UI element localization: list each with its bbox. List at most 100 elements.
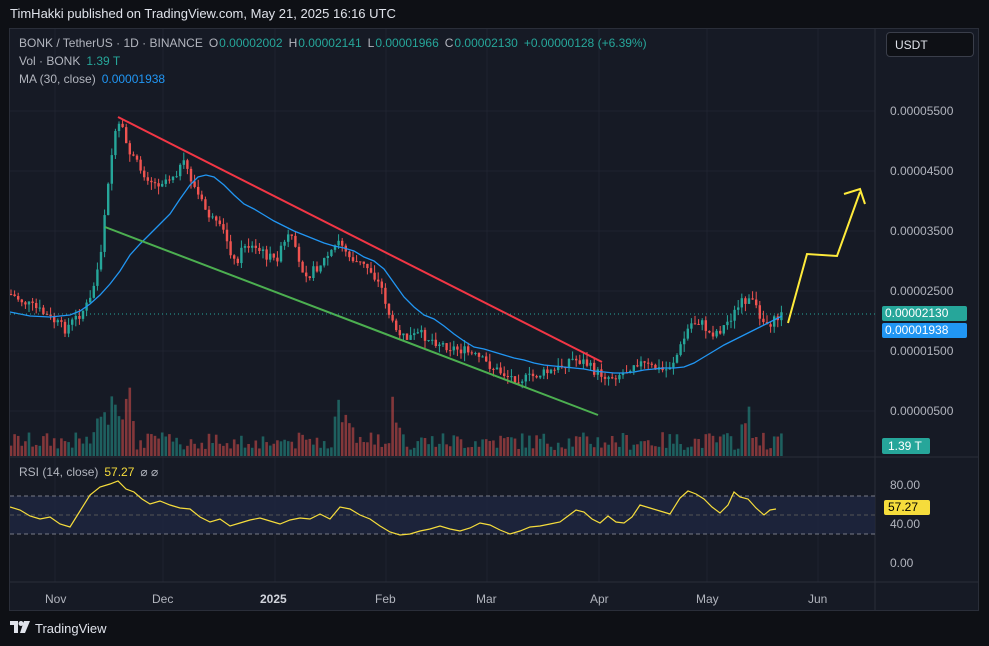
volume-bar: [495, 447, 499, 456]
candle-body: [189, 168, 193, 182]
candle-body: [582, 359, 585, 364]
volume-row: Vol · BONK 1.39 T: [19, 52, 647, 70]
volume-bar: [650, 445, 654, 456]
volume-bar: [373, 444, 376, 456]
volume-bar: [121, 419, 124, 456]
ma-label[interactable]: MA (30, close): [19, 72, 96, 86]
candle-body: [679, 344, 682, 355]
volume-bar: [571, 446, 574, 456]
volume-bar: [625, 435, 628, 456]
volume-bar: [175, 437, 178, 456]
candle-body: [146, 177, 149, 181]
rsi-label[interactable]: RSI (14, close): [19, 465, 99, 479]
currency-button[interactable]: USDT: [886, 32, 974, 57]
candle-body: [575, 358, 578, 361]
volume-bar: [301, 434, 304, 456]
chart-canvas[interactable]: [10, 29, 979, 611]
candle-body: [204, 199, 207, 210]
volume-bar: [567, 438, 571, 456]
volume-bar: [420, 437, 423, 456]
volume-bar: [225, 443, 229, 456]
volume-bar: [675, 434, 679, 456]
candle-body: [186, 160, 189, 169]
candle-body: [503, 373, 506, 377]
volume-bar: [744, 423, 747, 456]
candle-body: [603, 376, 607, 379]
volume-bar: [391, 396, 394, 456]
candle-body: [315, 266, 319, 272]
candle-body: [391, 314, 394, 321]
change-value: +0.00000128 (+6.39%): [523, 36, 647, 50]
candle-body: [143, 170, 146, 178]
candle-body: [402, 333, 405, 336]
volume-bar: [668, 434, 672, 456]
volume-bar: [286, 441, 290, 456]
volume-bar: [416, 441, 420, 456]
volume-bar: [672, 443, 675, 456]
candle-body: [654, 364, 657, 370]
volume-bar: [135, 449, 139, 456]
candle-body: [740, 298, 743, 308]
candle-body: [326, 255, 329, 259]
volume-bar: [351, 427, 355, 456]
volume-bar: [499, 435, 502, 456]
candle-body: [636, 365, 639, 367]
volume-bar: [214, 434, 218, 456]
volume-tag: 1.39 T: [882, 438, 930, 454]
volume-bar: [398, 427, 402, 456]
volume-label[interactable]: Vol · BONK: [19, 54, 81, 68]
candle-body: [445, 343, 448, 351]
volume-bar: [326, 448, 330, 456]
candle-body: [614, 378, 617, 380]
volume-bar: [405, 446, 409, 456]
volume-bar: [70, 447, 74, 456]
candle-body: [121, 123, 124, 128]
volume-bar: [448, 446, 452, 456]
candle-body: [485, 356, 488, 362]
volume-bar: [632, 444, 636, 456]
candle-body: [107, 183, 110, 216]
volume-bar: [596, 437, 600, 456]
volume-bar: [366, 442, 369, 456]
volume-bar: [618, 446, 621, 456]
candle-body: [161, 183, 164, 187]
candle-body: [125, 127, 128, 144]
candle-body: [276, 257, 279, 262]
candle-body: [377, 279, 380, 282]
chart-frame[interactable]: BONK / TetherUS · 1D · BINANCE O0.000020…: [9, 28, 979, 611]
volume-bar: [765, 449, 769, 456]
candle-body: [225, 229, 229, 242]
candle-body: [290, 234, 293, 236]
candle-body: [701, 320, 704, 325]
candle-body: [128, 143, 131, 155]
candle-body: [272, 253, 275, 258]
candle-body: [708, 330, 711, 333]
volume-bar: [10, 445, 13, 456]
candle-body: [409, 335, 412, 340]
volume-bar: [45, 433, 49, 456]
volume-bar: [344, 414, 348, 456]
volume-bar: [157, 438, 160, 456]
candle-body: [762, 318, 765, 323]
volume-bar: [92, 432, 96, 456]
candle-body: [513, 376, 517, 383]
candle-body: [549, 369, 553, 374]
volume-bar: [106, 424, 110, 456]
volume-bar: [74, 432, 78, 456]
candle-body: [441, 343, 445, 345]
volume-bar: [153, 435, 157, 456]
candle-body: [31, 301, 34, 304]
symbol-label[interactable]: BONK / TetherUS · 1D · BINANCE: [19, 36, 203, 50]
volume-bar: [171, 441, 175, 456]
volume-bar: [610, 435, 614, 456]
volume-bar: [542, 433, 546, 456]
volume-bar: [186, 445, 189, 456]
volume-bar: [254, 440, 258, 456]
volume-bar: [308, 438, 312, 456]
candle-body: [229, 241, 232, 256]
volume-bar: [747, 406, 751, 456]
close-value: 0.00002130: [454, 36, 518, 50]
volume-bar: [664, 447, 668, 456]
candle-body: [423, 329, 427, 341]
tradingview-logo[interactable]: TradingView: [10, 620, 107, 636]
